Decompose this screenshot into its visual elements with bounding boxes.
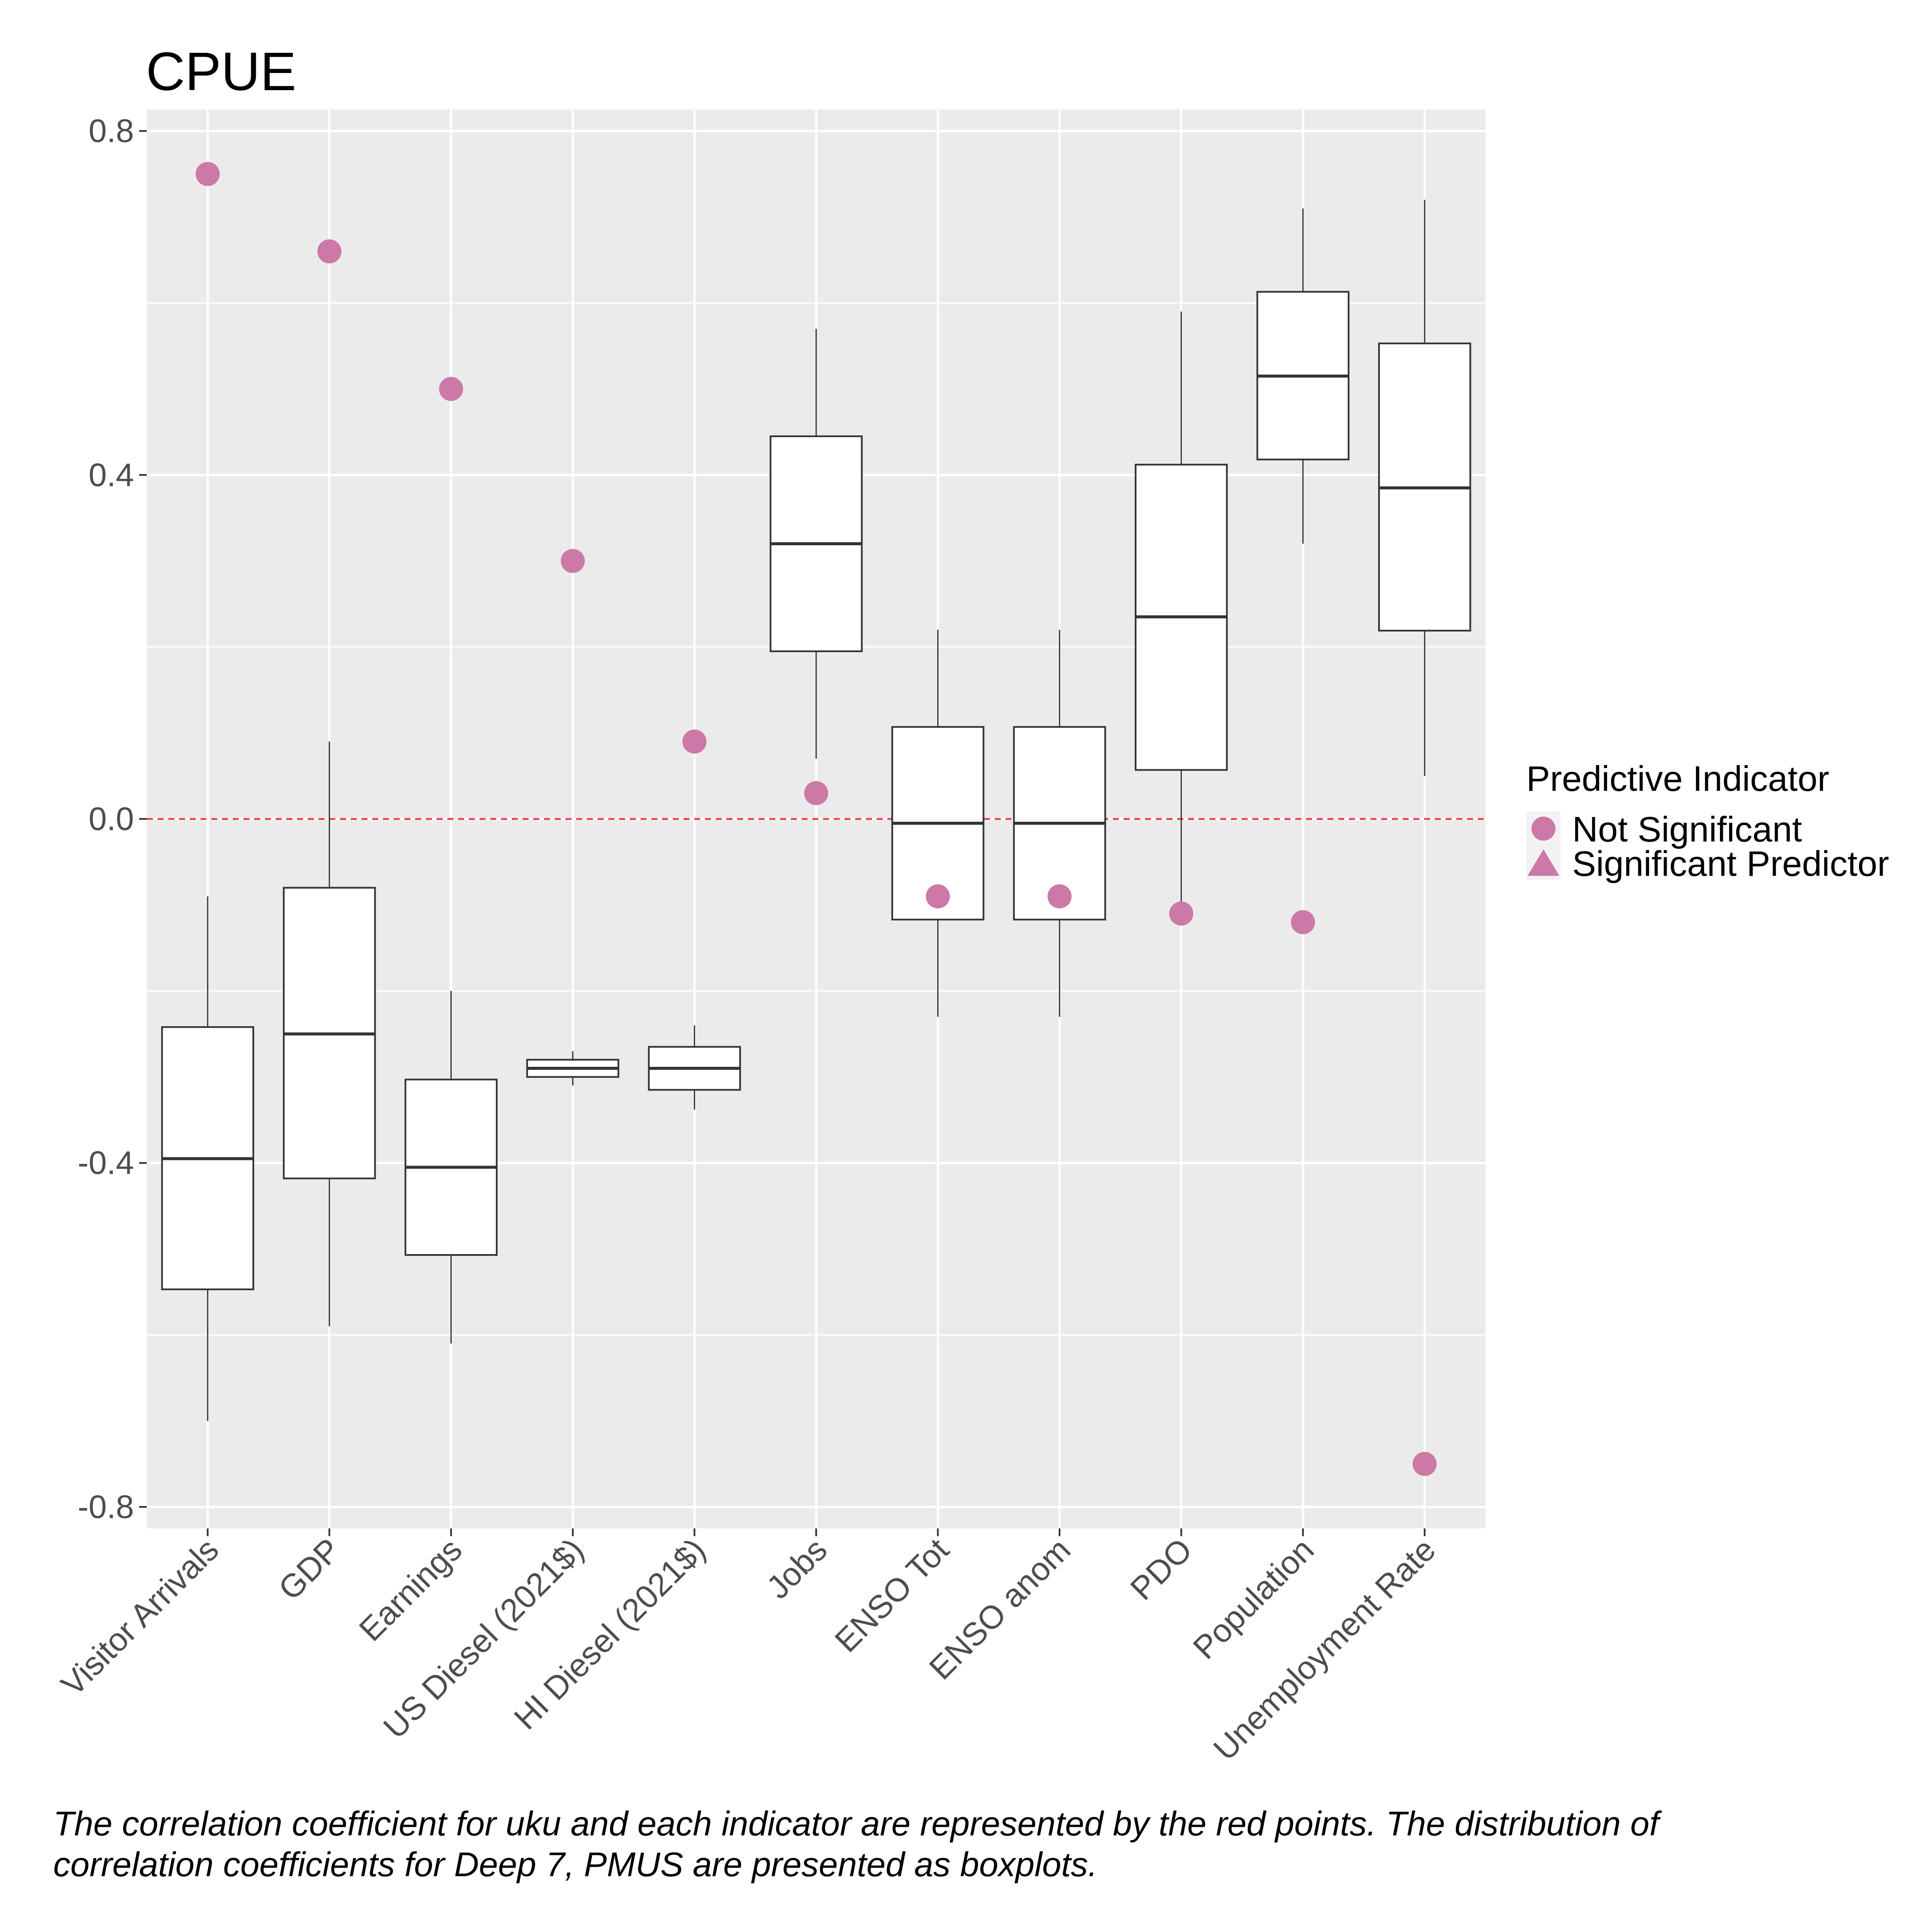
uku-point [1047, 884, 1072, 908]
uku-point [682, 729, 707, 754]
uku-point [926, 884, 950, 908]
uku-point [195, 162, 220, 186]
x-tick-label: PDO [1124, 1531, 1200, 1607]
uku-point [804, 781, 828, 805]
uku-point [439, 377, 463, 401]
boxplot-visitor-arrivals [161, 896, 255, 1421]
boxplot-pdo [1135, 311, 1228, 905]
uku-point [1413, 1452, 1437, 1476]
boxplot-us-diesel-2021- [526, 1051, 620, 1086]
boxplot-earnings [404, 991, 498, 1344]
x-tick-label: GDP [272, 1531, 348, 1607]
y-tick-label: -0.4 [78, 1145, 134, 1182]
boxplot-jobs [769, 328, 863, 759]
uku-points [195, 162, 1437, 1476]
x-tick-label: Visitor Arrivals [54, 1531, 226, 1703]
boxplot-gdp [283, 741, 376, 1327]
x-tick-label: Jobs [759, 1531, 834, 1606]
legend-title: Predictive Indicator [1526, 759, 1829, 799]
uku-point [561, 549, 585, 573]
y-tick-label: 0.8 [88, 113, 134, 149]
legend-label-not-significant: Not Significant [1572, 809, 1802, 849]
legend-circle-icon [1531, 817, 1555, 841]
x-tick-label: ENSO Tot [828, 1531, 956, 1659]
legend: Predictive Indicator Not Significant Sig… [1526, 759, 1889, 884]
uku-point [1291, 910, 1315, 934]
legend-label-significant-predictor: Significant Predictor [1572, 844, 1889, 884]
figure-caption: The correlation coefficient for uku and … [53, 1804, 1659, 1883]
uku-point [317, 239, 342, 264]
boxplot-population [1256, 208, 1350, 544]
y-tick-label: 0.4 [88, 457, 134, 493]
y-tick-label: -0.8 [78, 1489, 134, 1525]
y-tick-label: 0.0 [88, 801, 134, 838]
x-tick-label: Unemployment Rate [1206, 1531, 1443, 1768]
legend-triangle-icon [1528, 849, 1559, 876]
x-tick-label: US Diesel (2021$) [377, 1531, 591, 1746]
boxplots [161, 200, 1471, 1421]
boxplot-unemployment-rate [1378, 200, 1471, 776]
boxplot-hi-diesel-2021- [648, 1025, 741, 1110]
x-tick-label: Earnings [352, 1531, 469, 1648]
uku-point [1169, 901, 1194, 926]
chart-title: CPUE [146, 41, 296, 102]
x-tick-label: Population [1186, 1531, 1321, 1666]
